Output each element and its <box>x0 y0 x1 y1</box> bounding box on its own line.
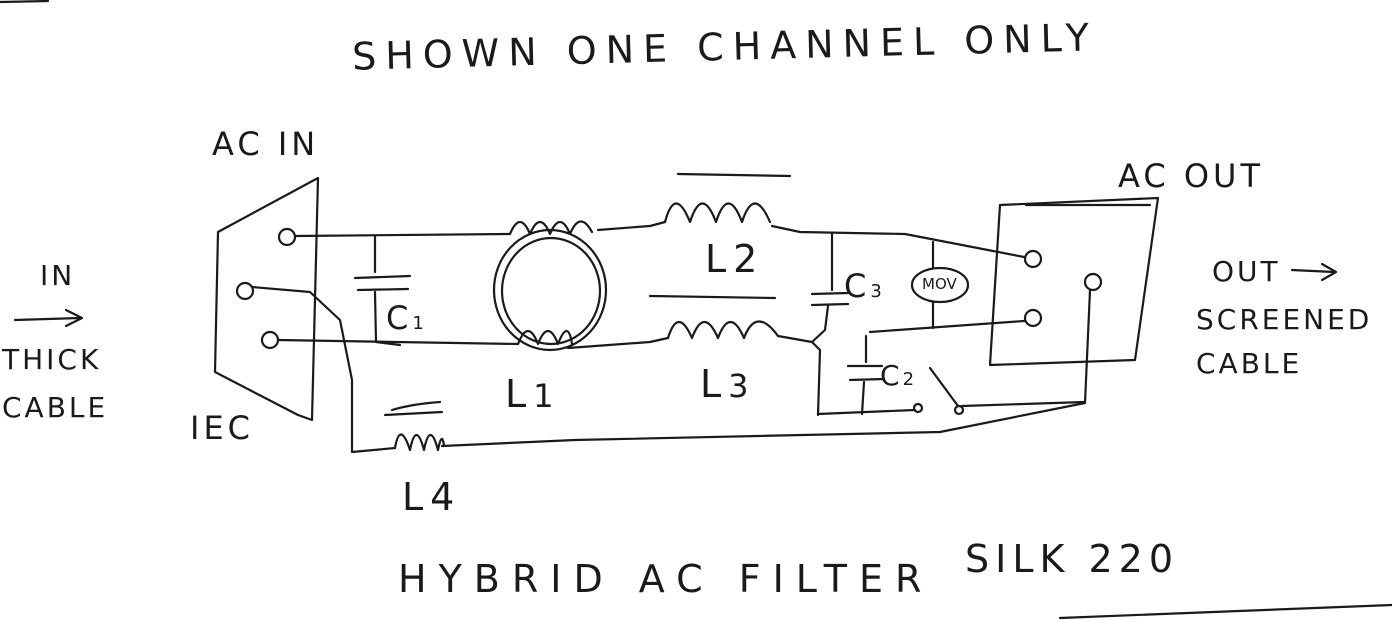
out-pin-ground <box>1083 272 1103 292</box>
bottom-edge-stroke <box>1058 603 1392 620</box>
wire-live-1 <box>293 232 512 238</box>
inductor-l1 <box>492 220 608 352</box>
out-pin-neutral <box>1023 308 1043 328</box>
l2-index: 2 <box>733 237 765 281</box>
ac-out-socket <box>988 196 1160 367</box>
c3-letter: C <box>844 267 871 305</box>
mov-label: MOV <box>922 275 957 293</box>
c2-letter: C <box>880 359 903 392</box>
c3-index: 3 <box>870 281 886 302</box>
wire-live-2 <box>596 220 667 232</box>
out-arrow <box>1290 262 1338 282</box>
capacitor-c3 <box>810 232 850 417</box>
wire-neutral-1 <box>276 338 520 346</box>
iec-pin-top <box>277 227 297 247</box>
in-arrow <box>13 308 84 328</box>
cable-label-right: CABLE <box>1196 347 1303 380</box>
wire-neutral-4 <box>868 319 1026 334</box>
wire-neutral-3 <box>776 334 814 344</box>
l4-index: 4 <box>430 475 462 519</box>
wire-ground <box>250 285 397 454</box>
c3-label: C3 <box>844 270 886 302</box>
capacitor-c2 <box>816 334 917 416</box>
ac-out-label: AC OUT <box>1118 157 1264 195</box>
cable-label-left: CABLE <box>2 391 109 424</box>
c1-label: C1 <box>386 302 428 334</box>
l4-letter: L <box>402 475 431 519</box>
screened-label: SCREENED <box>1196 303 1373 336</box>
l1-letter: L <box>505 372 534 416</box>
ground-switch <box>912 366 1087 416</box>
c2-label: C2 <box>880 362 917 390</box>
out-label: OUT <box>1212 255 1281 288</box>
l3-index: 3 <box>728 367 753 405</box>
l3-label: L3 <box>700 365 753 403</box>
c1-letter: C <box>386 299 413 337</box>
inductor-l3 <box>648 294 780 340</box>
l1-label: L1 <box>505 375 558 413</box>
c1-index: 1 <box>412 313 428 334</box>
l2-letter: L <box>705 237 734 281</box>
thick-label: THICK <box>2 343 102 376</box>
capacitor-c1 <box>353 234 412 347</box>
l1-index: 1 <box>533 377 558 415</box>
ac-in-label: AC IN <box>212 125 320 163</box>
wire-live-3 <box>770 224 1026 259</box>
top-edge-stroke <box>0 0 50 4</box>
mov-varistor <box>910 240 970 330</box>
iec-label: IEC <box>190 409 254 447</box>
in-label: IN <box>40 259 76 292</box>
wire-neutral-2 <box>566 336 670 350</box>
c2-index: 2 <box>902 369 918 390</box>
inductor-l2 <box>663 172 792 224</box>
out-pin-live <box>1023 249 1043 269</box>
model-name: SILK 220 <box>965 537 1180 581</box>
inductor-l4 <box>383 400 446 452</box>
wire-ground-out <box>440 288 1092 448</box>
iec-pin-bottom <box>260 330 280 350</box>
l4-label: L4 <box>402 478 461 516</box>
l3-letter: L <box>700 362 729 406</box>
l2-label: L2 <box>705 240 764 278</box>
iec-pin-ground <box>235 281 255 301</box>
footer-title: HYBRID AC FILTER <box>398 557 934 601</box>
iec-inlet <box>213 176 320 422</box>
